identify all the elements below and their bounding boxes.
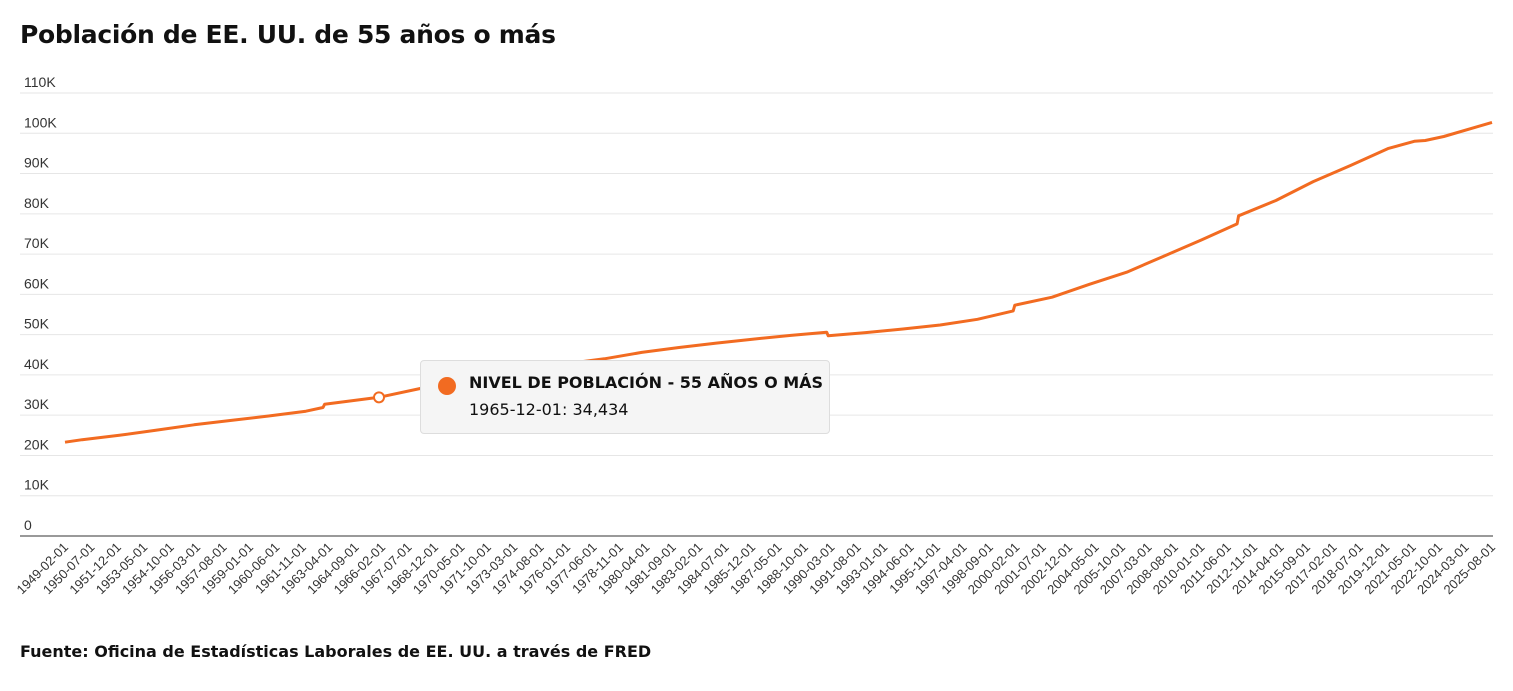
y-tick-label: 0 <box>24 517 32 533</box>
y-tick-label: 110K <box>24 74 56 90</box>
y-tick-label: 90K <box>24 155 50 171</box>
y-tick-label: 80K <box>24 195 50 211</box>
y-tick-label: 40K <box>24 356 50 372</box>
source-note: Fuente: Oficina de Estadísticas Laborale… <box>20 642 652 661</box>
y-axis: 0 10K 20K 30K 40K 50K 60K 70K 80K 90K 100K 110K <box>24 74 57 533</box>
y-tick-label: 60K <box>24 275 50 291</box>
series-color-dot-icon <box>438 377 456 395</box>
y-tick-label: 20K <box>24 436 50 452</box>
y-tick-label: 70K <box>24 235 50 251</box>
y-tick-label: 100K <box>24 114 57 130</box>
y-tick-label: 10K <box>24 477 50 493</box>
x-axis: 1949-02-011950-07-011951-12-011953-05-01… <box>13 540 1498 598</box>
chart-title: Población de EE. UU. de 55 años o más <box>20 20 556 49</box>
gridlines <box>20 92 1493 497</box>
series-line-poblacion-55[interactable] <box>64 120 1493 444</box>
hover-point-marker[interactable] <box>373 391 386 404</box>
tooltip: NIVEL DE POBLACIÓN - 55 AÑOS O MÁS 1965-… <box>420 360 830 434</box>
tooltip-value: 1965-12-01: 34,434 <box>469 400 629 419</box>
tooltip-series-name: NIVEL DE POBLACIÓN - 55 AÑOS O MÁS <box>469 373 824 392</box>
y-tick-label: 30K <box>24 396 50 412</box>
y-tick-label: 50K <box>24 316 50 332</box>
